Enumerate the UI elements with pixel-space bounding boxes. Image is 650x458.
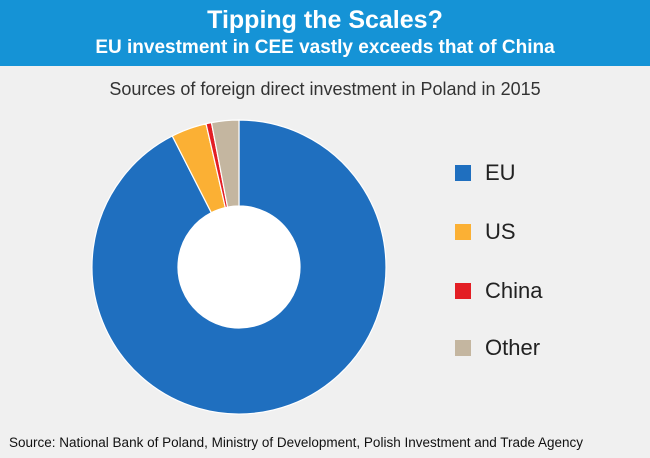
source-note: Source: National Bank of Poland, Ministr… — [9, 435, 584, 450]
legend-swatch — [455, 340, 471, 356]
page-subtitle: EU investment in CEE vastly exceeds that… — [95, 37, 555, 58]
legend-swatch — [455, 283, 471, 299]
legend-label: EU — [485, 160, 516, 185]
legend-label: Other — [485, 335, 541, 360]
legend-label: China — [485, 278, 543, 303]
legend-item-china: China — [455, 277, 542, 305]
legend-swatch — [455, 165, 471, 181]
chart-title: Sources of foreign direct investment in … — [109, 79, 541, 99]
legend-item-us: US — [455, 218, 516, 246]
legend-label: US — [485, 219, 516, 244]
legend-item-eu: EU — [455, 159, 516, 187]
header-banner — [0, 0, 650, 66]
page-title: Tipping the Scales? — [207, 6, 443, 34]
legend-swatch — [455, 224, 471, 240]
donut-hole — [178, 206, 300, 328]
donut-chart — [91, 119, 387, 415]
legend-item-other: Other — [455, 334, 540, 362]
